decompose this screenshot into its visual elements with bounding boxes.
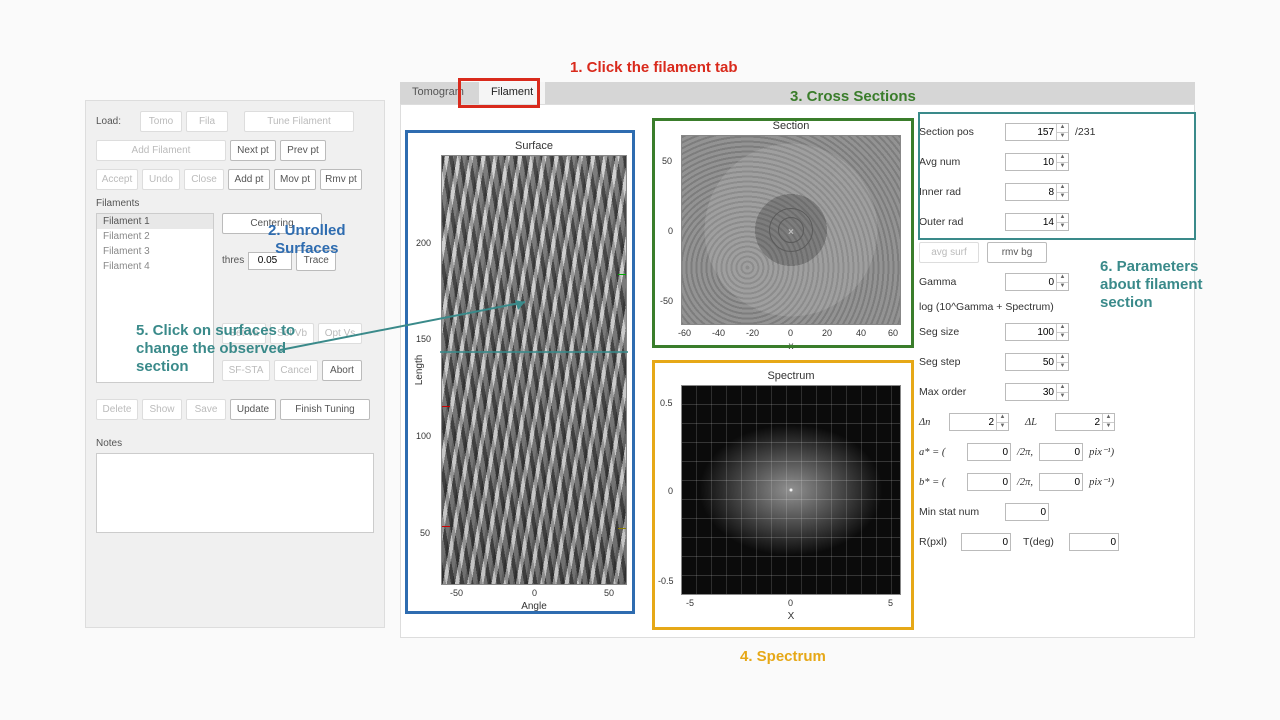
finish-tuning-button[interactable]: Finish Tuning — [280, 399, 370, 420]
section-xlabel: x — [682, 341, 900, 352]
dn-label: Δn — [919, 417, 943, 428]
surface-image — [442, 156, 626, 584]
surface-xlabel: Angle — [442, 601, 626, 612]
spectrum-image — [682, 386, 900, 594]
a2-input[interactable] — [1039, 443, 1083, 461]
tdeg-input[interactable] — [1069, 533, 1119, 551]
show-button[interactable]: Show — [142, 399, 182, 420]
logline: log (10^Gamma + Spectrum) — [919, 301, 1054, 313]
maxorder-label: Max order — [919, 386, 999, 398]
b1-input[interactable] — [967, 473, 1011, 491]
spectrum-title: Spectrum — [682, 370, 900, 382]
section-title: Section — [682, 120, 900, 132]
params-panel: Section pos ▲▼ /231 Avg num ▲▼ Inner rad… — [919, 117, 1189, 557]
section-pos-label: Section pos — [919, 126, 999, 138]
surface-plot[interactable]: Surface Length 50 100 150 200 -50 0 50 A… — [441, 155, 627, 585]
trace-button[interactable]: Trace — [296, 250, 336, 271]
section-total: /231 — [1075, 126, 1095, 138]
tdeg-label: T(deg) — [1023, 536, 1063, 548]
filaments-label: Filaments — [96, 198, 374, 209]
tomo-button[interactable]: Tomo — [140, 111, 182, 132]
list-item[interactable]: Filament 4 — [97, 259, 213, 274]
thres-input[interactable] — [248, 252, 292, 270]
set-vb-button[interactable]: Set Vb — [270, 323, 314, 344]
prev-pt-button[interactable]: Prev pt — [280, 140, 326, 161]
main-panel: Surface Length 50 100 150 200 -50 0 50 A… — [400, 104, 1195, 638]
minstat-input[interactable] — [1005, 503, 1049, 521]
opt-vs-button[interactable]: Opt Vs — [318, 323, 362, 344]
cancel-button[interactable]: Cancel — [274, 360, 318, 381]
segstep-label: Seg step — [919, 356, 999, 368]
section-image: × — [682, 136, 900, 324]
delete-button[interactable]: Delete — [96, 399, 138, 420]
list-item[interactable]: Filament 1 — [97, 214, 213, 229]
add-filament-button[interactable]: Add Filament — [96, 140, 226, 161]
gamma-label: Gamma — [919, 276, 999, 288]
avgnum-label: Avg num — [919, 156, 999, 168]
close-button[interactable]: Close — [184, 169, 224, 190]
a-label: a* = ( — [919, 447, 961, 458]
annotation-1: 1. Click the filament tab — [570, 59, 738, 76]
tab-bar: Tomogram Filament — [400, 82, 1195, 104]
spectrum-xlabel: X — [682, 611, 900, 622]
b-label: b* = ( — [919, 477, 961, 488]
spectrum-plot[interactable]: Spectrum -0.5 0 0.5 -5 0 5 X — [681, 385, 901, 595]
rpxl-label: R(pxl) — [919, 536, 955, 548]
segsize-label: Seg size — [919, 326, 999, 338]
tab-tomogram[interactable]: Tomogram — [400, 82, 476, 104]
abort-button[interactable]: Abort — [322, 360, 362, 381]
undo-button[interactable]: Undo — [142, 169, 180, 190]
left-panel: Load: Tomo Fila Tune Filament Add Filame… — [85, 100, 385, 628]
notes-label: Notes — [96, 438, 374, 449]
add-pt-button[interactable]: Add pt — [228, 169, 270, 190]
avg-surf-button[interactable]: avg surf — [919, 242, 979, 263]
set-va-button[interactable]: Set Va — [222, 323, 266, 344]
rpxl-input[interactable] — [961, 533, 1011, 551]
filament-list[interactable]: Filament 1 Filament 2 Filament 3 Filamen… — [96, 213, 214, 383]
b2-input[interactable] — [1039, 473, 1083, 491]
surface-title: Surface — [442, 140, 626, 152]
section-plot[interactable]: Section × -50 0 50 -60 -40 -20 0 20 40 6… — [681, 135, 901, 325]
a1-input[interactable] — [967, 443, 1011, 461]
load-label: Load: — [96, 116, 136, 127]
dl-label: ΔL — [1025, 417, 1049, 428]
spin-up-icon[interactable]: ▲ — [1056, 124, 1068, 133]
tab-filament[interactable]: Filament — [479, 82, 545, 104]
list-item[interactable]: Filament 2 — [97, 229, 213, 244]
rmv-pt-button[interactable]: Rmv pt — [320, 169, 362, 190]
update-button[interactable]: Update — [230, 399, 276, 420]
outerrad-label: Outer rad — [919, 216, 999, 228]
mov-pt-button[interactable]: Mov pt — [274, 169, 316, 190]
annotation-4: 4. Spectrum — [740, 648, 826, 665]
tune-filament-button[interactable]: Tune Filament — [244, 111, 354, 132]
thres-label: thres — [222, 255, 244, 266]
next-pt-button[interactable]: Next pt — [230, 140, 276, 161]
notes-textarea[interactable] — [96, 453, 374, 533]
sf-sta-button[interactable]: SF-STA — [222, 360, 270, 381]
innerrad-label: Inner rad — [919, 186, 999, 198]
spin-down-icon[interactable]: ▼ — [1056, 133, 1068, 141]
minstat-label: Min stat num — [919, 506, 999, 518]
save-button[interactable]: Save — [186, 399, 226, 420]
centering-button[interactable]: Centering — [222, 213, 322, 234]
rmv-bg-button[interactable]: rmv bg — [987, 242, 1047, 263]
fila-button[interactable]: Fila — [186, 111, 228, 132]
list-item[interactable]: Filament 3 — [97, 244, 213, 259]
surface-ylabel: Length — [414, 355, 425, 386]
accept-button[interactable]: Accept — [96, 169, 138, 190]
